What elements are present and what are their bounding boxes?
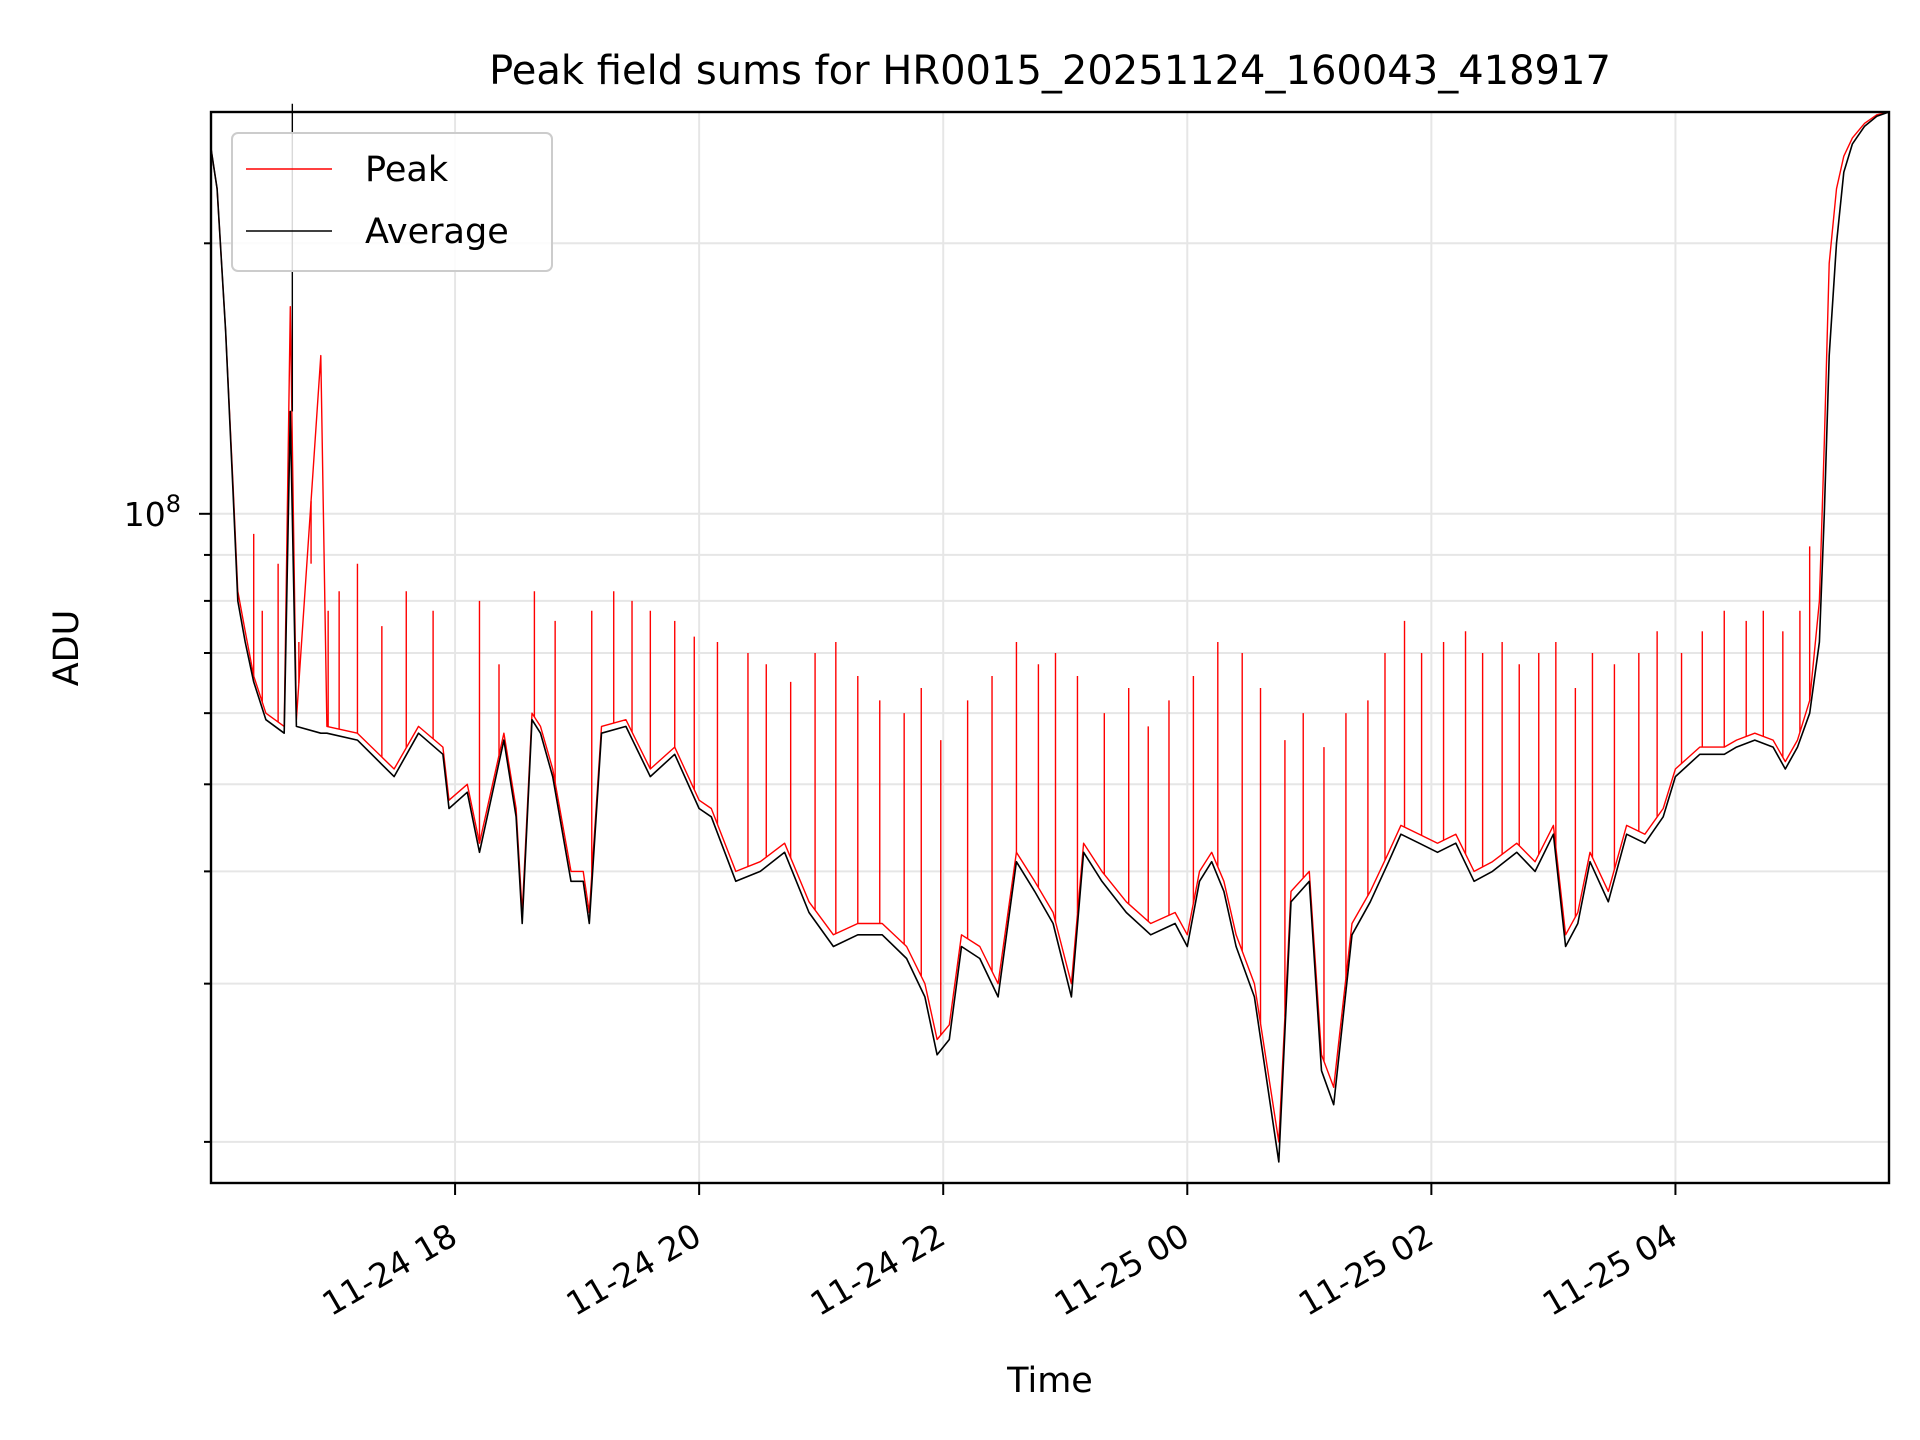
series-line-average [210,111,1890,1163]
x-tick-label: 11-24 22 [804,1216,952,1324]
y-tick-label: 108 [124,490,181,534]
legend-label-average: Average [365,212,509,252]
chart-title: Peak field sums for HR0015_20251124_1600… [489,48,1611,94]
x-tick-label: 11-24 20 [560,1216,708,1324]
plot-area [210,103,1890,1163]
x-tick-label: 11-25 04 [1536,1216,1684,1324]
x-tick-label: 11-25 02 [1292,1216,1440,1324]
x-tick-label: 11-24 18 [315,1216,463,1324]
legend-label-peak: Peak [365,150,449,190]
series-line-peak [210,111,1890,1143]
y-axis-label: ADU [47,610,87,687]
x-axis: 11-24 18 11-24 20 11-24 22 11-25 00 11-25 02… [315,1183,1684,1324]
y-axis: 108 [124,242,211,1143]
x-tick-label: 11-25 00 [1048,1216,1196,1324]
legend-box [231,132,553,272]
x-axis-label: Time [1006,1361,1093,1401]
plot-frame [209,110,1891,1185]
gridlines [211,112,1889,1183]
peak-spikes [253,103,1811,1062]
legend: Peak Average [231,132,553,272]
